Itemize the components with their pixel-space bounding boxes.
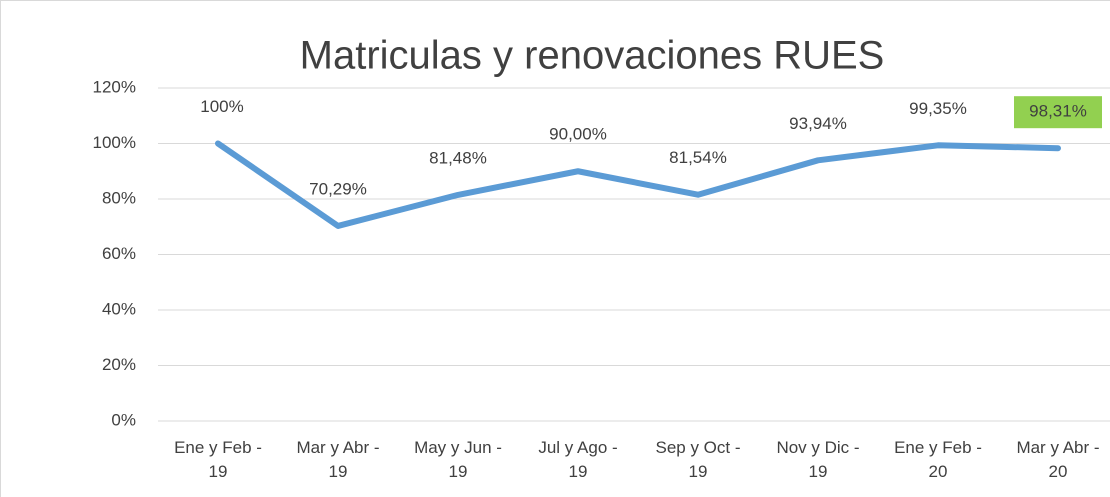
y-tick-label: 80%: [102, 188, 136, 207]
value-label: 93,94%: [789, 114, 847, 133]
y-tick-label: 60%: [102, 244, 136, 263]
line-series: [215, 140, 1061, 229]
value-label: 81,54%: [669, 148, 727, 167]
y-tick-label: 20%: [102, 355, 136, 374]
value-label: 81,48%: [429, 148, 487, 167]
value-label: 70,29%: [309, 179, 367, 198]
x-tick-label: Jul y Ago - 19: [538, 438, 618, 481]
y-tick-label: 120%: [93, 77, 136, 96]
x-tick-label: Mar y Abr - 19: [296, 438, 380, 481]
y-tick-label: 0%: [111, 410, 136, 429]
chart-title: Matriculas y renovaciones RUES: [300, 34, 885, 78]
x-tick-label: May y Jun - 19: [414, 438, 502, 481]
x-tick-label: Sep y Oct - 19: [655, 438, 741, 481]
value-label: 98,31%: [1029, 102, 1087, 121]
x-tick-label: Ene y Feb - 19: [174, 438, 262, 481]
value-label: 99,35%: [909, 99, 967, 118]
value-label-bg: [1014, 96, 1102, 129]
x-tick-label: Nov y Dic - 19: [776, 438, 860, 481]
y-tick-label: 40%: [102, 299, 136, 318]
y-tick-label: 100%: [93, 133, 136, 152]
x-tick-label: Ene y Feb - 20: [894, 438, 982, 481]
value-label: 90,00%: [549, 125, 607, 144]
value-label: 100%: [200, 97, 243, 116]
x-tick-label: Mar y Abr - 20: [1016, 438, 1100, 481]
